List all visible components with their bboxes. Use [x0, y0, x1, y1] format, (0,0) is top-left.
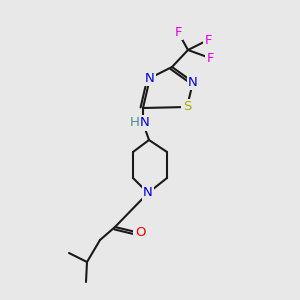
Text: F: F: [174, 26, 182, 38]
Text: N: N: [188, 76, 198, 88]
Text: N: N: [145, 71, 155, 85]
Text: S: S: [183, 100, 191, 113]
Text: O: O: [135, 226, 145, 239]
Text: F: F: [204, 34, 212, 46]
Text: F: F: [206, 52, 214, 64]
Text: N: N: [140, 116, 150, 130]
Text: H: H: [130, 116, 140, 130]
Text: N: N: [143, 187, 153, 200]
